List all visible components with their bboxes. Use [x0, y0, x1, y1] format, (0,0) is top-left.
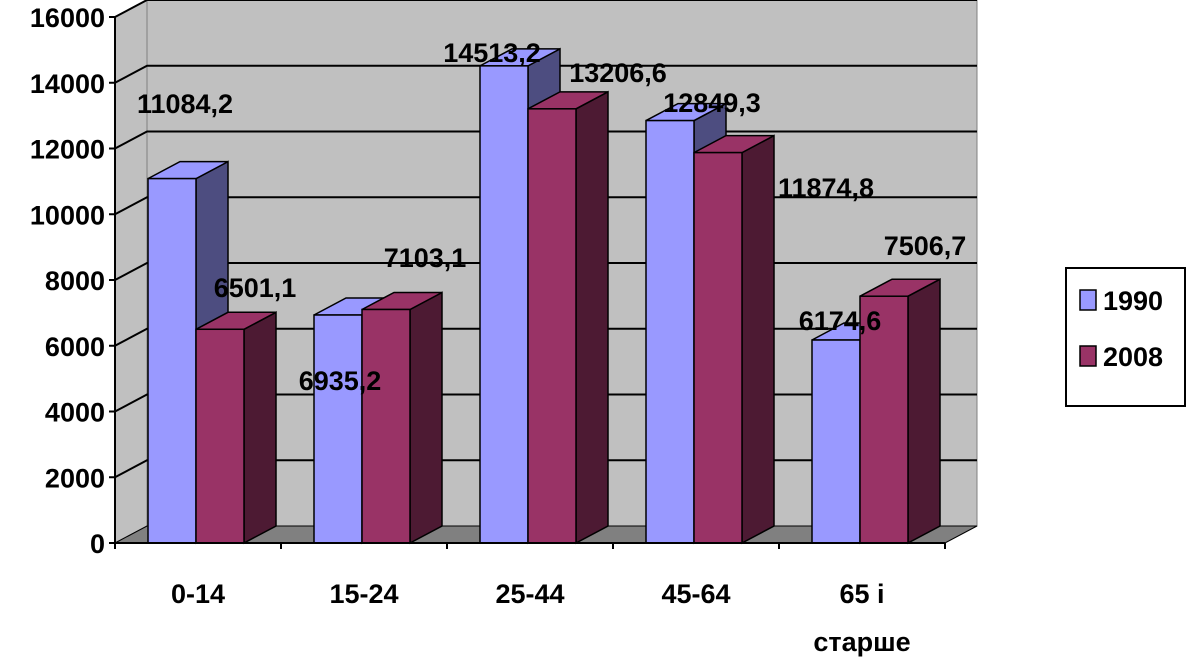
- legend: 1990 2008: [1065, 267, 1186, 407]
- data-label: 11874,8: [778, 173, 874, 203]
- bar-side: [243, 311, 277, 545]
- x-tick-label: 45-64: [661, 579, 730, 609]
- data-label: 11084,2: [137, 89, 233, 119]
- bar-2008-2: [527, 108, 577, 544]
- bar-1990-0: [147, 177, 197, 544]
- x-tick-label: 25-44: [495, 579, 564, 609]
- legend-swatch-1990: [1079, 289, 1097, 311]
- y-tick-label: 4000: [45, 398, 105, 428]
- bar-1990-1: [313, 314, 363, 544]
- bar-1990-3: [645, 119, 695, 544]
- bar-1990-2: [479, 65, 529, 544]
- y-tick-label: 6000: [45, 332, 105, 362]
- data-label: 12849,3: [663, 88, 761, 118]
- y-tick-label: 14000: [30, 69, 105, 99]
- data-label: 7103,1: [384, 243, 467, 273]
- data-label: 7506,7: [884, 231, 967, 261]
- y-tick-label: 12000: [30, 135, 105, 165]
- bar-2008-0: [195, 328, 245, 544]
- gridline: [114, 0, 977, 18]
- legend-label: 2008: [1103, 342, 1163, 372]
- bar-2008-1: [361, 308, 411, 544]
- gridline: [114, 64, 977, 84]
- bar-side: [907, 277, 941, 545]
- y-tick-label: 10000: [30, 200, 105, 230]
- y-tick-label: 16000: [30, 3, 105, 33]
- x-tick-label: 0-14: [171, 579, 225, 609]
- bar-side: [575, 90, 609, 545]
- x-tick-label: 15-24: [329, 579, 398, 609]
- data-labels: 11084,26501,16935,27103,114513,213206,61…: [137, 38, 966, 396]
- data-label: 6935,2: [299, 366, 382, 396]
- bars: [147, 47, 941, 545]
- axes: 0 2000 4000 6000 8000 10000 12000 14000 16000 0-1…: [30, 3, 946, 657]
- y-tick-label: 2000: [45, 463, 105, 493]
- bar-side: [741, 134, 775, 545]
- bar-side: [409, 291, 443, 545]
- bar-2008-3: [693, 151, 743, 544]
- bar-2008-4: [859, 295, 909, 544]
- bar-1990-4: [811, 339, 861, 544]
- y-tick-label: 0: [90, 529, 105, 559]
- legend-label: 1990: [1103, 286, 1163, 316]
- data-label: 13206,6: [569, 58, 667, 88]
- data-label: 14513,2: [443, 38, 541, 68]
- data-label: 6501,1: [214, 273, 297, 303]
- data-label: 6174,6: [799, 306, 882, 336]
- legend-swatch-2008: [1079, 345, 1097, 367]
- x-tick-label: 65 і старше: [813, 579, 910, 657]
- y-tick-label: 8000: [45, 266, 105, 296]
